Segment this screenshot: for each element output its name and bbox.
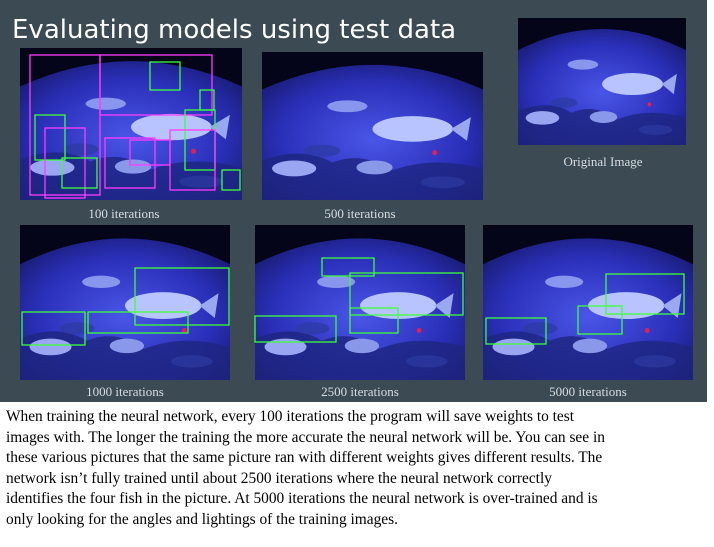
caption: 5000 iterations (549, 384, 627, 399)
detection-boxes-2500 (254, 257, 464, 343)
image-2500 (255, 225, 465, 380)
image-1000 (20, 225, 230, 380)
paragraph-line: network isn’t fully trained until about … (6, 469, 552, 487)
paragraph-line: identifies the four fish in the picture.… (6, 490, 598, 508)
caption: 500 iterations (324, 206, 395, 221)
image-100 (20, 48, 242, 200)
paragraph-line: When training the neural network, every … (6, 408, 575, 425)
caption: 1000 iterations (86, 384, 164, 399)
slide-title: Evaluating models using test data (12, 15, 456, 45)
caption: 100 iterations (88, 206, 159, 221)
image-5000 (483, 225, 693, 380)
image-original (518, 18, 686, 145)
paragraph-line: images with. The longer the training the… (6, 428, 605, 446)
detection-boxes-5000 (485, 273, 685, 345)
caption: 2500 iterations (321, 384, 399, 399)
slide: Evaluating models using test data 100 it… (0, 0, 707, 402)
detection-boxes-1000 (21, 267, 230, 346)
paragraph: When training the neural network, every … (6, 407, 712, 531)
caption: Original Image (563, 154, 642, 169)
paragraph-line: only looking for the angles and lighting… (6, 510, 398, 528)
paragraph-line: these various pictures that the same pic… (6, 449, 603, 467)
image-500 (262, 52, 483, 200)
detection-boxes-100 (29, 54, 241, 199)
